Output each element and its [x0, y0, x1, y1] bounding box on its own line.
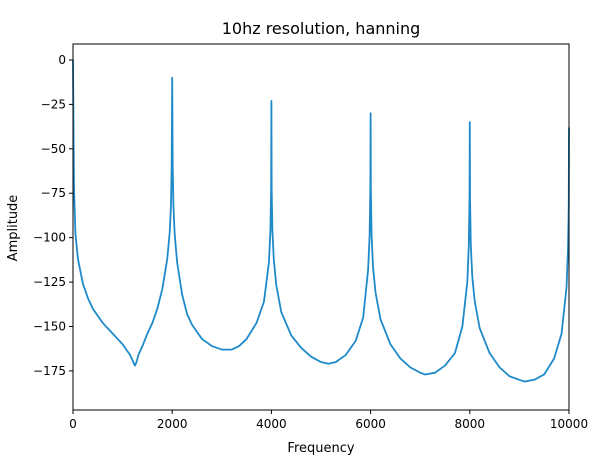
chart-title: 10hz resolution, hanning [222, 19, 421, 38]
axis-ticks: 0 2000 4000 6000 8000 10000 0 −25 −50 −75 −100 −125… [33, 53, 588, 431]
x-tick-label: 0 [69, 417, 77, 431]
x-tick-label: 10000 [550, 417, 588, 431]
y-tick-label: −25 [41, 97, 66, 111]
y-axis-label: Amplitude [6, 195, 21, 262]
series-line-0 [72, 59, 570, 383]
x-axis-label: Frequency [287, 441, 354, 456]
y-tick-label: −150 [33, 319, 66, 333]
y-tick-label: 0 [58, 53, 66, 67]
plot-area [72, 59, 570, 383]
x-tick-label: 4000 [256, 417, 287, 431]
y-tick-label: −125 [33, 275, 66, 289]
y-tick-label: −100 [33, 231, 66, 245]
x-tick-label: 2000 [157, 417, 188, 431]
y-tick-label: −50 [41, 142, 66, 156]
plot-frame [72, 43, 570, 411]
x-tick-label: 6000 [355, 417, 386, 431]
y-tick-label: −175 [33, 364, 66, 378]
x-tick-label: 8000 [455, 417, 486, 431]
y-tick-label: −75 [41, 186, 66, 200]
